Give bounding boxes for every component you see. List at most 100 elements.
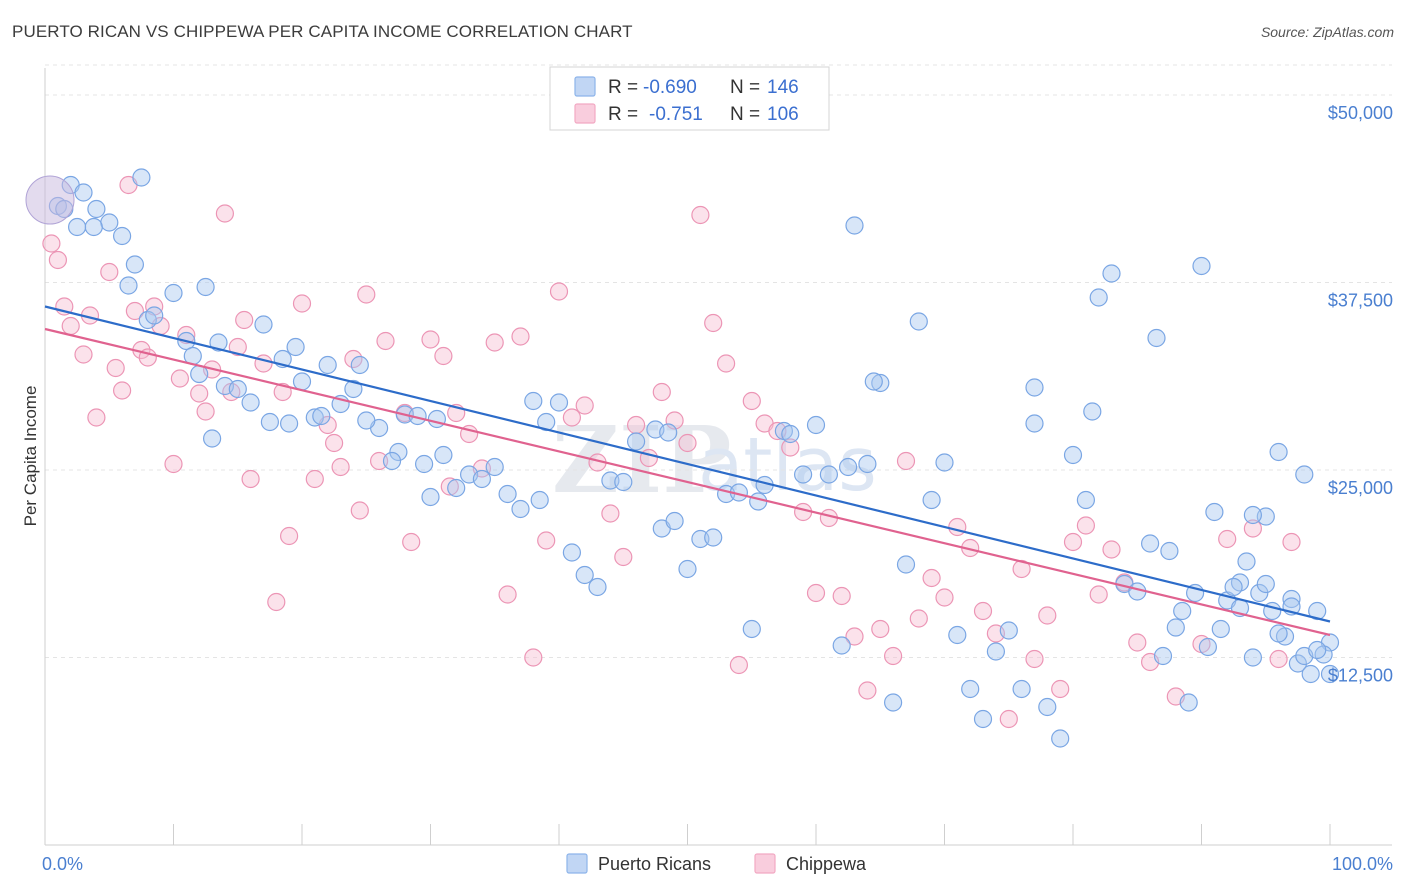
chippewa-point bbox=[935, 588, 954, 607]
puerto-rican-point bbox=[1179, 693, 1198, 712]
puerto-rican-point bbox=[1211, 619, 1230, 639]
puerto-rican-point bbox=[415, 454, 434, 474]
puerto-rican-point bbox=[1243, 505, 1263, 525]
puerto-rican-point bbox=[549, 393, 569, 412]
chippewa-point bbox=[1051, 679, 1070, 699]
cluster-point bbox=[25, 175, 75, 225]
chippewa-point bbox=[325, 433, 344, 453]
puerto-rican-point bbox=[742, 619, 761, 639]
puerto-rican-point bbox=[1269, 442, 1288, 462]
chippewa-point bbox=[402, 532, 421, 552]
puerto-rican-point bbox=[1308, 601, 1327, 621]
puerto-rican-point bbox=[312, 406, 331, 426]
chippewa-point bbox=[614, 547, 633, 567]
puerto-rican-point bbox=[1250, 583, 1269, 603]
chippewa-point bbox=[948, 517, 967, 537]
puerto-rican-point bbox=[537, 412, 556, 432]
legend-swatch-blue bbox=[574, 76, 596, 97]
puerto-rican-point bbox=[1025, 414, 1044, 433]
puerto-rican-point bbox=[125, 255, 144, 274]
puerto-rican-point bbox=[781, 424, 800, 444]
puerto-rican-point bbox=[74, 183, 93, 202]
puerto-rican-point bbox=[145, 306, 164, 325]
puerto-rican-point bbox=[382, 451, 402, 471]
chippewa-point bbox=[562, 408, 582, 427]
puerto-rican-point bbox=[1192, 256, 1211, 276]
chippewa-point bbox=[42, 234, 61, 253]
puerto-rican-point bbox=[973, 709, 993, 729]
chippewa-point bbox=[215, 204, 234, 223]
chippewa-point bbox=[112, 381, 132, 400]
chippewa-point bbox=[1218, 529, 1237, 549]
legend-r-value-1: -0.690 bbox=[643, 77, 697, 98]
puerto-rican-point bbox=[986, 642, 1006, 661]
puerto-rican-point bbox=[100, 213, 119, 232]
puerto-rican-point bbox=[1301, 664, 1320, 684]
chippewa-point bbox=[973, 601, 993, 621]
chippewa-point bbox=[421, 330, 440, 349]
chippewa-point bbox=[100, 262, 119, 282]
chippewa-point bbox=[601, 504, 620, 523]
puerto-rican-point bbox=[357, 411, 376, 430]
chippewa-point bbox=[537, 531, 556, 550]
puerto-rican-point bbox=[1038, 697, 1057, 717]
puerto-rican-point bbox=[883, 693, 903, 712]
y-tick-labels: $12,500 $25,000 $37,500 $50,000 bbox=[1328, 103, 1393, 686]
chippewa-point bbox=[1102, 540, 1121, 559]
chippewa-point bbox=[48, 250, 68, 270]
chippewa-point bbox=[1076, 516, 1096, 535]
chippewa-point bbox=[832, 586, 851, 606]
puerto-rican-point bbox=[485, 457, 504, 477]
legend-n-label-1: N = bbox=[730, 77, 760, 98]
y-tick-label: $12,500 bbox=[1328, 666, 1393, 686]
puerto-rican-point bbox=[659, 423, 678, 442]
bottom-legend-label-blue: Puerto Ricans bbox=[598, 854, 711, 874]
puerto-rican-point bbox=[1198, 637, 1218, 657]
puerto-rican-point bbox=[1153, 646, 1173, 666]
series-puerto-ricans bbox=[25, 168, 1340, 748]
puerto-rican-point bbox=[948, 625, 967, 645]
puerto-rican-point bbox=[1237, 552, 1256, 571]
legend-n-value-1: 146 bbox=[767, 77, 799, 98]
chippewa-point bbox=[280, 526, 299, 546]
puerto-rican-point bbox=[838, 457, 858, 477]
chippewa-point bbox=[511, 327, 530, 346]
legend-n-value-2: 106 bbox=[767, 104, 799, 125]
puerto-rican-point bbox=[524, 391, 543, 411]
puerto-rican-point bbox=[530, 490, 549, 510]
chippewa-point bbox=[228, 337, 247, 357]
trend-line-chippewa bbox=[44, 327, 1331, 637]
chippewa-point bbox=[331, 457, 350, 477]
puerto-rican-point bbox=[909, 312, 928, 331]
chippewa-point bbox=[1243, 519, 1263, 538]
chippewa-point bbox=[1282, 532, 1301, 552]
chippewa-point bbox=[357, 285, 376, 304]
puerto-rican-point bbox=[260, 412, 279, 432]
x-tick-label-end: 100.0% bbox=[1332, 854, 1393, 874]
chippewa-point bbox=[781, 438, 800, 457]
chippewa-point bbox=[164, 454, 183, 474]
puerto-rican-point bbox=[472, 469, 491, 489]
puerto-rican-point bbox=[1083, 402, 1102, 421]
legend-r-label-2: R = bbox=[608, 104, 638, 125]
puerto-rican-point bbox=[241, 393, 260, 412]
puerto-rican-point bbox=[1160, 541, 1179, 561]
chippewa-point bbox=[235, 310, 254, 330]
puerto-rican-point bbox=[498, 484, 517, 504]
legend: R = -0.690 N = 146 R = -0.751 N = 106 bbox=[549, 66, 830, 131]
puerto-rican-point bbox=[806, 415, 826, 435]
puerto-rican-point bbox=[922, 490, 941, 510]
chippewa-point bbox=[1128, 633, 1147, 652]
puerto-rican-point bbox=[511, 499, 530, 519]
puerto-rican-point bbox=[793, 465, 813, 484]
puerto-rican-point bbox=[935, 453, 954, 472]
chippewa-point bbox=[922, 568, 941, 588]
puerto-rican-point bbox=[254, 315, 273, 334]
puerto-rican-point bbox=[344, 379, 363, 399]
puerto-rican-point bbox=[704, 528, 723, 547]
puerto-rican-point bbox=[209, 333, 228, 352]
puerto-rican-point bbox=[1243, 648, 1263, 667]
chippewa-point bbox=[196, 402, 215, 421]
puerto-rican-point bbox=[961, 679, 980, 699]
